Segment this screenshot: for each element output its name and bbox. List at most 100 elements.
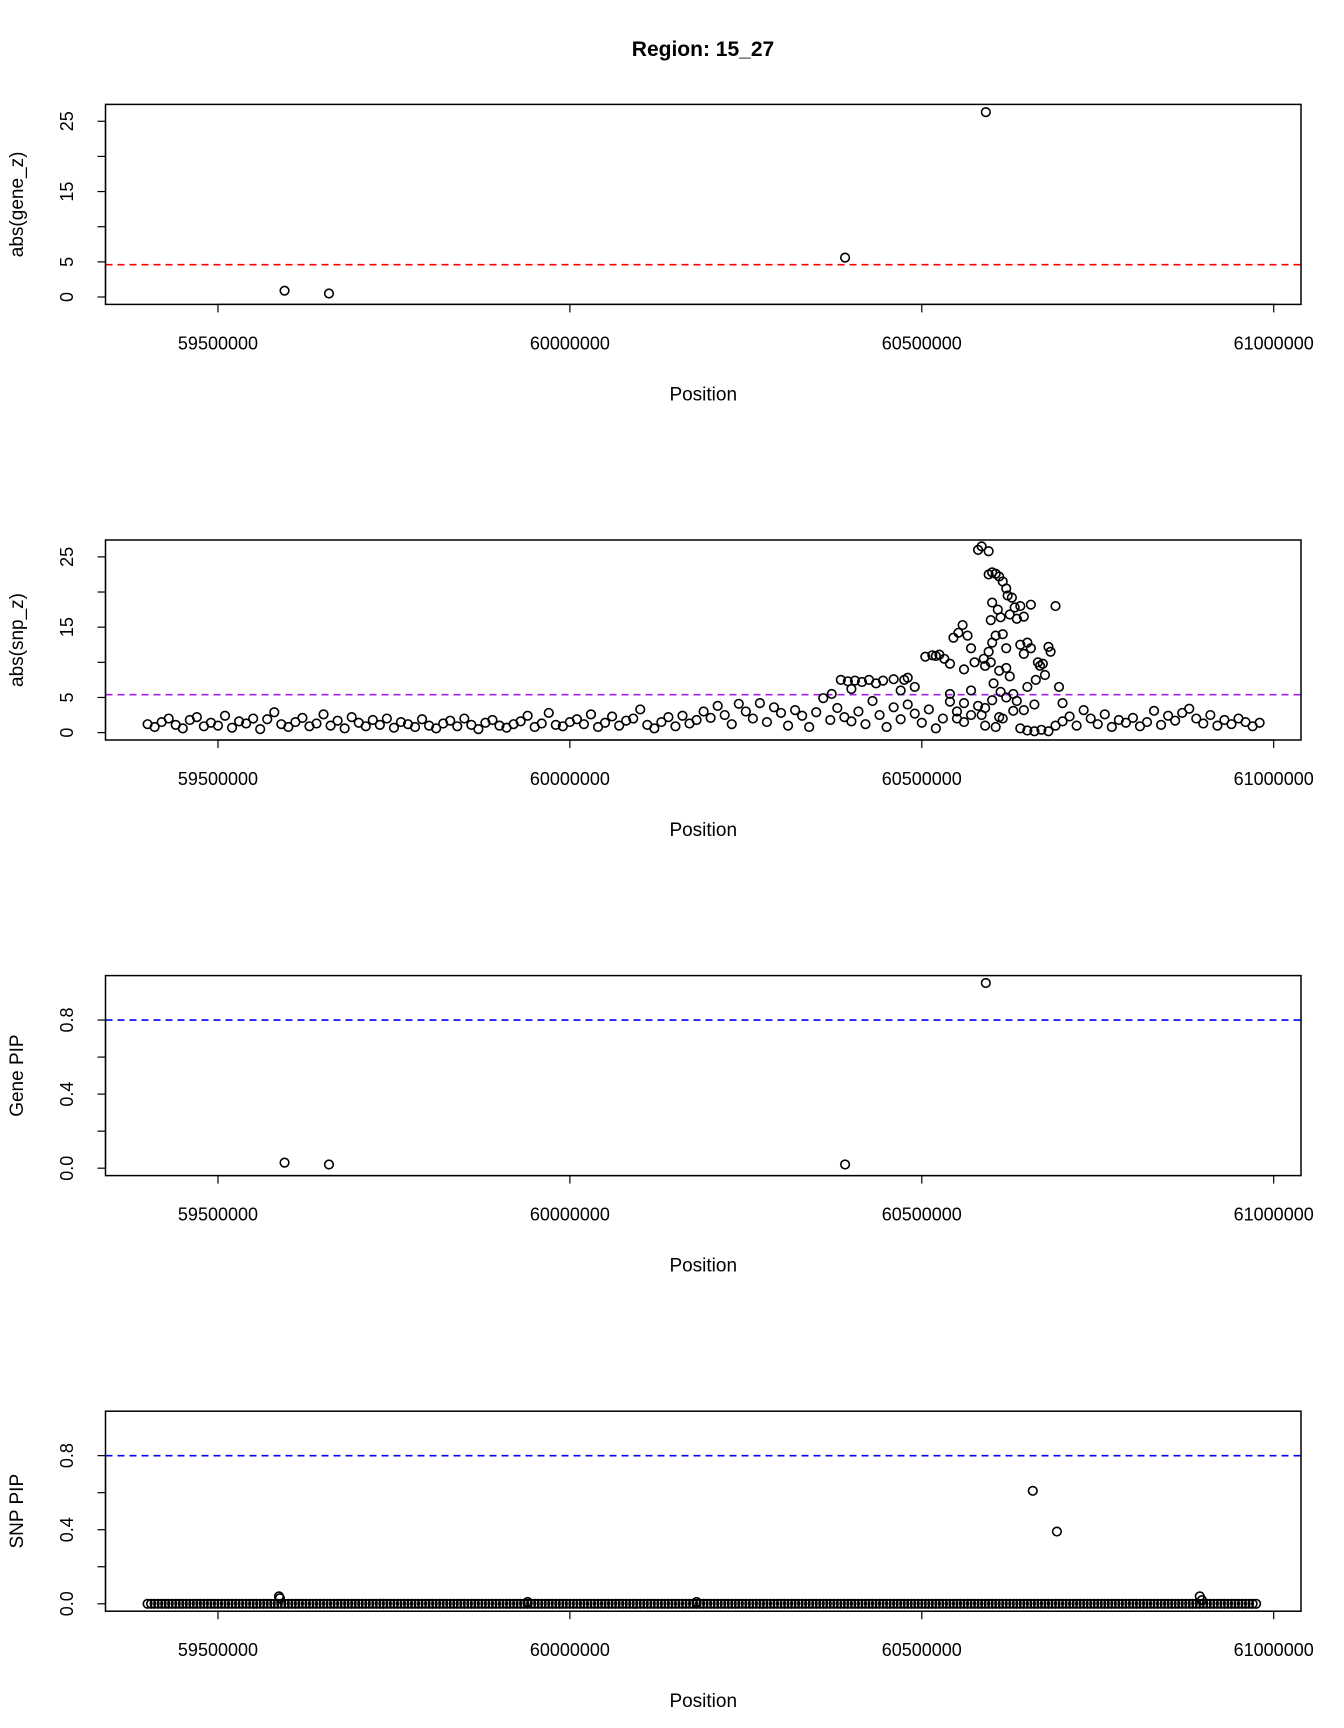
data-point <box>1039 1598 1051 1609</box>
data-point <box>420 1598 431 1609</box>
data-point <box>374 1598 385 1609</box>
data-point <box>219 1598 231 1609</box>
data-point <box>1006 592 1017 603</box>
data-point <box>934 1598 945 1609</box>
data-point <box>473 1598 484 1609</box>
data-point <box>1229 1598 1241 1609</box>
data-point <box>965 709 977 721</box>
data-point <box>995 686 1006 697</box>
data-point <box>416 714 428 725</box>
data-point <box>1030 674 1041 685</box>
data-point <box>434 1598 445 1609</box>
data-point <box>381 713 392 724</box>
data-point <box>226 722 238 733</box>
y-axis-label: abs(gene_z) <box>7 152 28 258</box>
data-point <box>336 1598 347 1609</box>
y-tick-label: 0 <box>57 728 77 738</box>
data-point <box>381 1598 392 1609</box>
x-tick-label: 61000000 <box>1234 333 1314 353</box>
data-point <box>1226 1598 1237 1609</box>
data-point <box>1004 671 1015 682</box>
data-point <box>357 1598 368 1609</box>
data-point <box>188 1598 199 1609</box>
data-point <box>740 706 751 717</box>
data-point <box>758 1598 769 1609</box>
data-point <box>997 629 1008 640</box>
data-point <box>987 1598 998 1609</box>
data-point <box>1029 699 1040 710</box>
data-point <box>1004 1598 1015 1609</box>
data-point <box>804 721 815 733</box>
data-point <box>142 1598 153 1609</box>
y-tick-label: 15 <box>57 182 77 202</box>
data-point <box>459 1598 470 1609</box>
data-point <box>314 1598 326 1609</box>
data-point <box>1127 1598 1139 1609</box>
data-point <box>1205 1598 1216 1609</box>
data-point <box>965 685 977 696</box>
data-point <box>797 1598 808 1609</box>
data-point <box>1117 1598 1128 1609</box>
data-point <box>1036 724 1047 735</box>
data-point <box>944 688 956 700</box>
data-point <box>455 1598 466 1609</box>
data-point <box>374 719 385 730</box>
x-axis-label: Position <box>669 1691 737 1712</box>
data-point <box>487 714 498 726</box>
data-point <box>149 1598 160 1609</box>
data-point <box>853 1598 864 1609</box>
data-point <box>406 1598 417 1609</box>
data-point <box>856 676 868 688</box>
data-point <box>378 1598 389 1609</box>
data-point <box>867 695 878 707</box>
chart-title: Region: 15_27 <box>631 38 775 61</box>
data-point <box>614 720 625 731</box>
data-point <box>1001 662 1012 674</box>
data-point <box>944 658 956 669</box>
data-point <box>1113 1598 1124 1609</box>
data-point <box>948 632 959 643</box>
data-point <box>617 1598 628 1609</box>
x-axis-label: Position <box>669 384 737 405</box>
data-point <box>575 1598 586 1609</box>
data-point <box>388 1598 400 1609</box>
data-point <box>445 1598 456 1609</box>
data-point <box>754 1598 766 1609</box>
data-point <box>504 1598 516 1609</box>
data-point <box>191 712 202 723</box>
data-point <box>870 1598 882 1609</box>
data-point <box>388 722 400 733</box>
data-point <box>610 1598 621 1609</box>
data-point <box>895 685 906 696</box>
data-point <box>1043 641 1054 652</box>
data-point <box>297 712 308 723</box>
data-point <box>1018 648 1029 659</box>
data-point <box>603 1598 614 1609</box>
data-point <box>909 708 920 719</box>
data-point <box>1243 1598 1255 1609</box>
data-point <box>705 1598 716 1609</box>
y-tick-label: 0.0 <box>57 1591 77 1616</box>
data-point <box>953 627 964 638</box>
data-point <box>237 1598 248 1609</box>
data-point <box>1045 646 1056 657</box>
data-point <box>1159 1598 1170 1609</box>
data-point <box>663 712 674 723</box>
data-point <box>923 704 934 715</box>
data-point <box>1034 660 1046 671</box>
data-point <box>1050 600 1061 612</box>
data-point <box>339 1598 350 1609</box>
data-point <box>761 1598 773 1609</box>
data-point <box>670 721 681 732</box>
data-point <box>782 1598 794 1609</box>
data-point <box>445 715 456 726</box>
data-point <box>948 1598 959 1609</box>
data-point <box>677 710 688 721</box>
panel-2: 59500000 60000000 60500000 61000000 Position… <box>7 539 1314 841</box>
data-point <box>543 707 554 719</box>
data-point <box>723 1598 734 1609</box>
data-point <box>279 285 290 296</box>
data-point <box>930 650 941 662</box>
data-point <box>1131 1598 1142 1609</box>
data-point <box>624 1598 635 1609</box>
